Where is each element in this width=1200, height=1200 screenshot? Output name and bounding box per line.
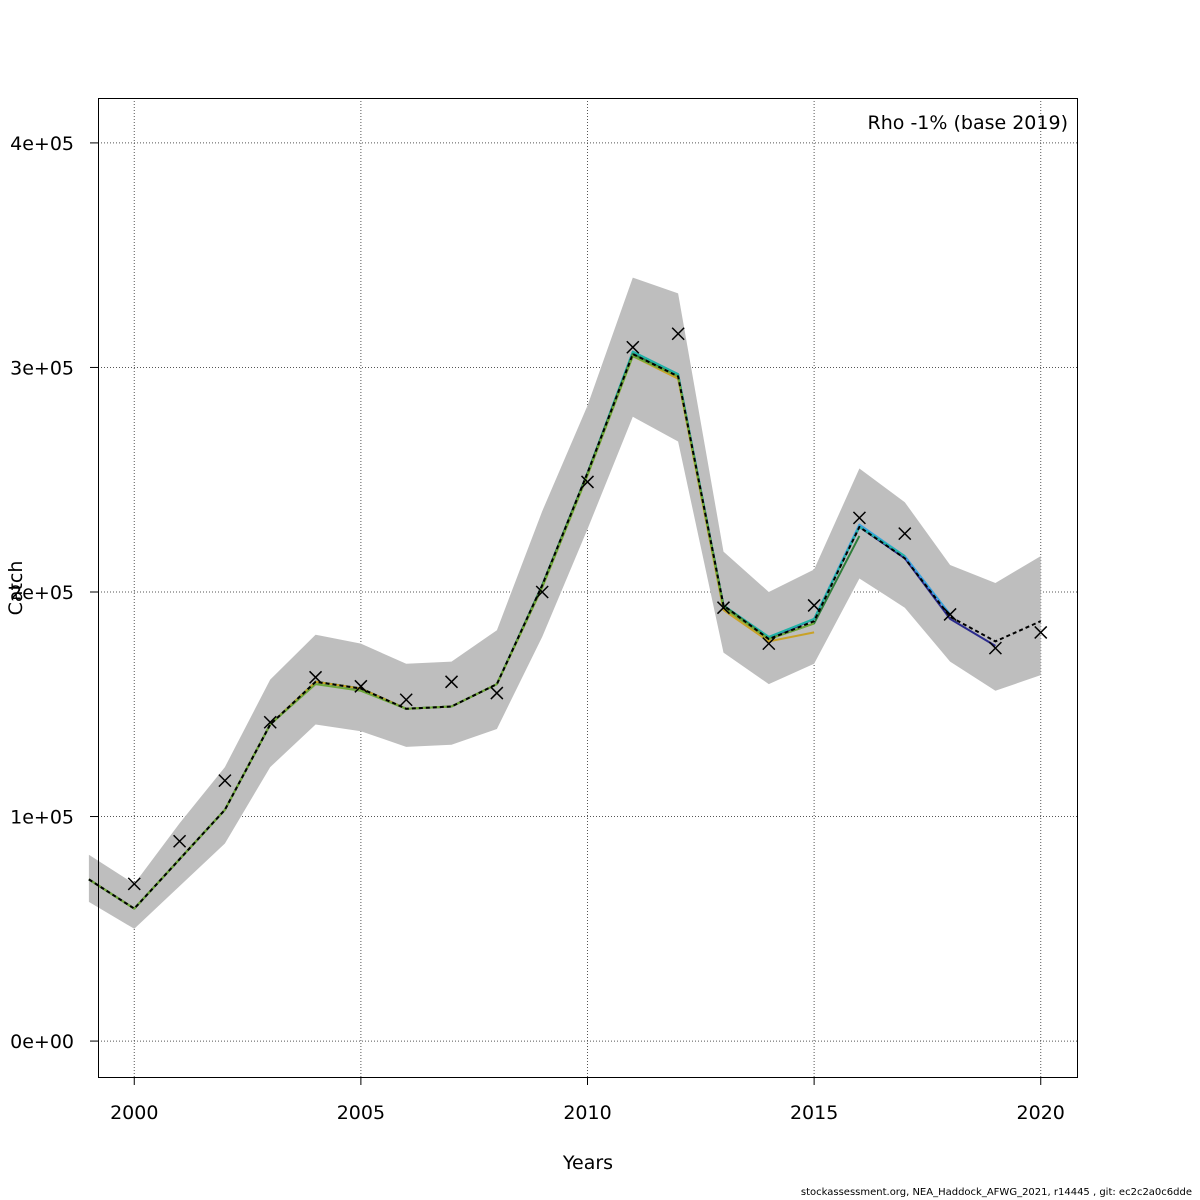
observed-point-stroke [580, 475, 595, 489]
observed-point [1034, 625, 1048, 639]
y-tick-label: 4e+05 [10, 133, 74, 155]
observed-point-stroke [898, 527, 912, 541]
observed-point [263, 715, 277, 729]
observed-point-stroke [943, 607, 957, 621]
observed-point [535, 585, 549, 599]
observed-point-stroke [535, 585, 549, 599]
observed-point-stroke [354, 679, 368, 693]
y-tick-label: 3e+05 [10, 357, 74, 379]
observed-point-stroke [309, 670, 323, 684]
observed-point-stroke [263, 715, 277, 729]
observed-point-stroke [173, 834, 187, 848]
x-tick-label: 2005 [337, 1102, 385, 1124]
y-tick-label: 2e+05 [10, 582, 74, 604]
observed-point [580, 475, 595, 489]
observed-point-stroke [852, 511, 866, 525]
observed-point-stroke [807, 598, 821, 612]
observed-point [716, 601, 731, 615]
observed-point [943, 607, 957, 621]
observed-point [309, 670, 323, 684]
observed-point [762, 637, 776, 651]
observed-point-stroke [716, 601, 731, 615]
observed-point [354, 679, 368, 693]
observed-point-stroke [988, 641, 1002, 655]
footer-credit: stockassessment.org, NEA_Haddock_AFWG_20… [800, 1187, 1192, 1198]
rho-annotation: Rho -1% (base 2019) [868, 112, 1068, 134]
observed-point [218, 774, 232, 788]
observed-point [671, 327, 685, 341]
observed-point [127, 877, 141, 891]
observed-point [898, 527, 912, 541]
observed-points-layer [127, 327, 1048, 891]
observed-point-stroke [490, 686, 504, 700]
series-layer [88, 350, 1042, 910]
confidence-band [88, 277, 1041, 929]
observed-point [173, 834, 187, 848]
observed-point-stroke [399, 693, 413, 707]
x-tick-label: 2000 [110, 1102, 158, 1124]
observed-point-stroke [671, 327, 685, 341]
observed-point [988, 641, 1002, 655]
observed-point-stroke [218, 774, 232, 788]
x-axis-label: Years [562, 1152, 613, 1174]
series-line-0 [88, 353, 1042, 910]
confidence-band-layer [88, 277, 1041, 929]
observed-point-stroke [1034, 625, 1048, 639]
x-tick-label: 2020 [1017, 1102, 1065, 1124]
axes-layer: 2000 2005 2010 2015 2020 0e+00 1e+05 2e+05 3e+05… [10, 133, 1065, 1124]
observed-point-stroke [626, 340, 640, 354]
observed-point [626, 340, 640, 354]
observed-point [444, 675, 459, 689]
observed-point-stroke [762, 637, 776, 651]
observed-point [807, 598, 821, 612]
x-tick-label: 2010 [563, 1102, 611, 1124]
observed-point-stroke [127, 877, 141, 891]
observed-point [399, 693, 413, 707]
y-tick-label: 0e+00 [10, 1031, 74, 1053]
observed-point-stroke [444, 675, 459, 689]
x-tick-label: 2015 [790, 1102, 838, 1124]
observed-point [852, 511, 866, 525]
observed-point [490, 686, 504, 700]
y-tick-label: 1e+05 [10, 807, 74, 829]
y-axis-label: Catch [5, 561, 27, 616]
